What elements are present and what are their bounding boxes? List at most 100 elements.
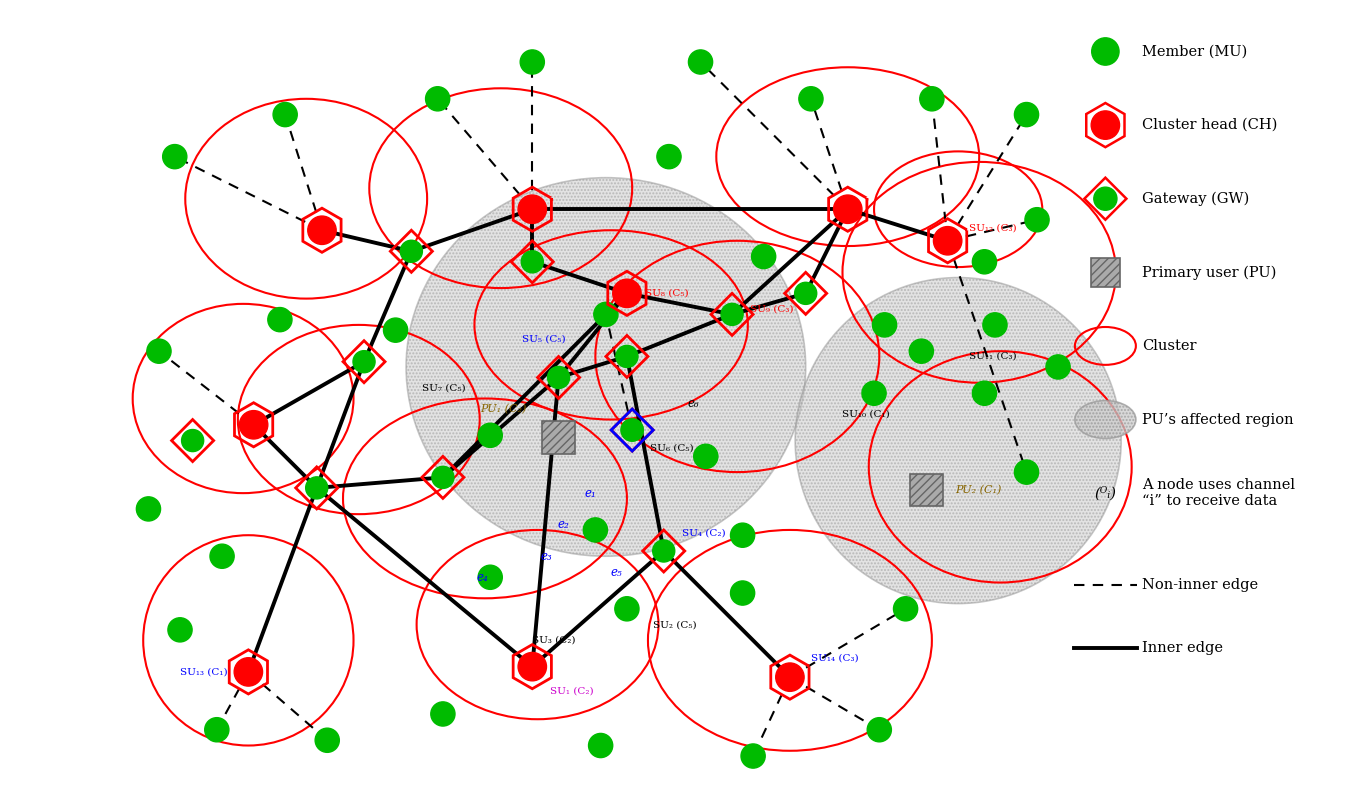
Circle shape: [1014, 103, 1038, 127]
Circle shape: [169, 618, 192, 642]
Text: PU₂ (C₁): PU₂ (C₁): [955, 485, 1002, 495]
Circle shape: [934, 226, 962, 255]
Circle shape: [656, 144, 681, 169]
Circle shape: [972, 381, 996, 406]
Circle shape: [799, 87, 824, 111]
Circle shape: [383, 318, 408, 342]
Text: SU₁ (C₂): SU₁ (C₂): [550, 686, 594, 695]
Text: (ᴼᵢ): (ᴼᵢ): [1094, 486, 1116, 501]
Text: SU₁₀ (C₁): SU₁₀ (C₁): [843, 410, 890, 418]
Text: SU₄ (C₂): SU₄ (C₂): [682, 528, 726, 538]
FancyBboxPatch shape: [1091, 257, 1120, 287]
Text: e₃: e₃: [540, 550, 552, 563]
Circle shape: [588, 733, 613, 758]
Circle shape: [872, 312, 897, 337]
Text: Primary user (PU): Primary user (PU): [1142, 265, 1276, 280]
Text: e₁: e₁: [584, 487, 597, 500]
Circle shape: [693, 444, 718, 469]
Circle shape: [548, 367, 569, 388]
Circle shape: [147, 339, 171, 363]
Circle shape: [776, 663, 805, 691]
Circle shape: [273, 103, 298, 127]
Text: SU₈ (C₅): SU₈ (C₅): [644, 289, 689, 298]
Circle shape: [594, 302, 618, 327]
Circle shape: [1091, 37, 1118, 65]
Circle shape: [1046, 355, 1070, 379]
Circle shape: [163, 144, 186, 169]
Circle shape: [520, 50, 545, 74]
Text: A node uses channel
“i” to receive data: A node uses channel “i” to receive data: [1142, 478, 1295, 508]
Circle shape: [722, 304, 743, 325]
Circle shape: [621, 419, 643, 441]
Text: e₆: e₆: [688, 397, 699, 410]
Ellipse shape: [406, 178, 806, 556]
Circle shape: [307, 216, 336, 245]
Circle shape: [353, 351, 375, 373]
Circle shape: [909, 339, 934, 363]
Circle shape: [136, 497, 160, 521]
Circle shape: [234, 658, 262, 686]
Circle shape: [862, 381, 886, 406]
Circle shape: [983, 312, 1007, 337]
Text: e₄: e₄: [477, 571, 489, 583]
Circle shape: [315, 728, 340, 752]
Circle shape: [211, 544, 234, 568]
Circle shape: [795, 282, 817, 304]
Circle shape: [752, 245, 776, 269]
Text: SU₃ (C₂): SU₃ (C₂): [533, 636, 576, 645]
Circle shape: [431, 702, 455, 726]
Circle shape: [867, 717, 892, 742]
Circle shape: [1091, 111, 1120, 139]
Circle shape: [478, 565, 503, 589]
Circle shape: [306, 477, 328, 499]
Text: e₅: e₅: [610, 566, 622, 579]
Text: Cluster: Cluster: [1142, 339, 1197, 353]
Text: Cluster head (CH): Cluster head (CH): [1142, 118, 1277, 132]
Circle shape: [268, 308, 292, 332]
Text: SU₇ (C₅): SU₇ (C₅): [421, 383, 466, 392]
Ellipse shape: [1075, 401, 1136, 438]
Text: Non-inner edge: Non-inner edge: [1142, 578, 1258, 592]
Circle shape: [613, 279, 641, 308]
Text: e₂: e₂: [559, 518, 569, 531]
Circle shape: [920, 87, 945, 111]
Circle shape: [616, 345, 637, 367]
Text: PU’s affected region: PU’s affected region: [1142, 413, 1294, 426]
Circle shape: [432, 466, 454, 489]
Text: SU₅ (C₅): SU₅ (C₅): [522, 334, 565, 343]
Text: SU₁₁ (C₃): SU₁₁ (C₃): [969, 352, 1017, 361]
Circle shape: [741, 744, 765, 768]
Circle shape: [425, 87, 450, 111]
Text: SU₁₃ (C₁): SU₁₃ (C₁): [179, 667, 228, 677]
Circle shape: [478, 423, 503, 447]
Circle shape: [689, 50, 712, 74]
Circle shape: [731, 523, 754, 548]
Circle shape: [731, 581, 754, 605]
Text: Member (MU): Member (MU): [1142, 45, 1248, 58]
Circle shape: [518, 195, 546, 223]
Circle shape: [522, 251, 544, 273]
FancyBboxPatch shape: [911, 473, 943, 506]
Text: SU₉ (C₃): SU₉ (C₃): [750, 304, 794, 313]
Circle shape: [833, 195, 862, 223]
Circle shape: [518, 653, 546, 681]
Circle shape: [893, 597, 917, 621]
Circle shape: [401, 240, 423, 262]
Circle shape: [182, 430, 204, 452]
Circle shape: [239, 410, 268, 439]
Circle shape: [1014, 460, 1038, 485]
Circle shape: [1094, 187, 1117, 210]
Text: PU₁ (C₂): PU₁ (C₂): [480, 404, 526, 414]
Circle shape: [205, 717, 228, 742]
Text: SU₁₂ (C₃): SU₁₂ (C₃): [969, 224, 1017, 233]
Ellipse shape: [795, 277, 1121, 603]
Circle shape: [583, 518, 607, 542]
Text: Inner edge: Inner edge: [1142, 641, 1223, 654]
Circle shape: [621, 419, 643, 441]
FancyBboxPatch shape: [542, 421, 575, 453]
Text: SU₆ (C₅): SU₆ (C₅): [650, 443, 693, 453]
Text: SU₂ (C₅): SU₂ (C₅): [654, 620, 697, 629]
Text: Gateway (GW): Gateway (GW): [1142, 191, 1249, 206]
Circle shape: [1025, 208, 1049, 232]
Circle shape: [972, 249, 996, 274]
